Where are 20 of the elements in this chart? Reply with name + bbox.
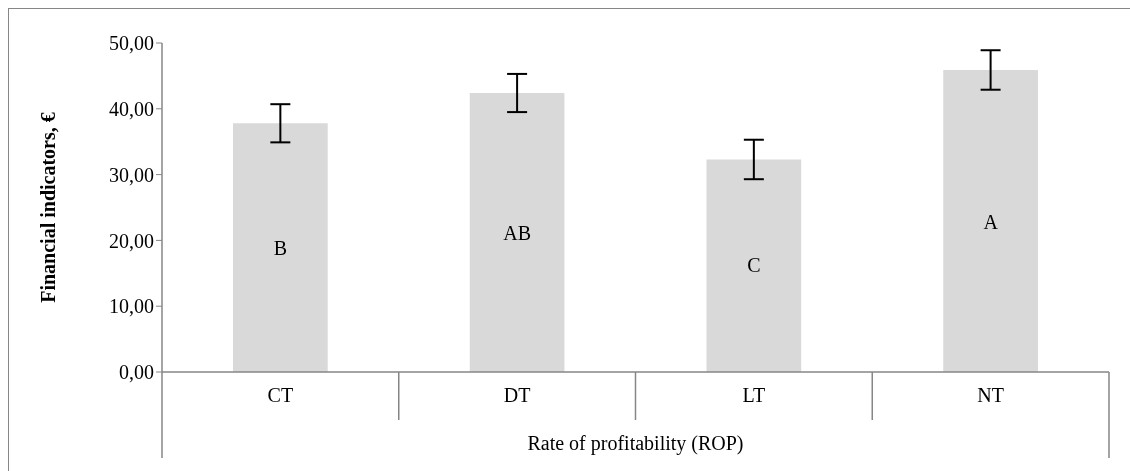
bar (233, 123, 328, 372)
annotation: C (747, 254, 761, 277)
y-tick-label: 10,00 (109, 295, 154, 318)
y-tick-label: 0,00 (119, 361, 154, 384)
bar (943, 69, 1038, 372)
y-tick-label: 40,00 (109, 97, 154, 120)
y-tick-label: 50,00 (109, 32, 154, 55)
x-tick-label: DT (503, 384, 531, 406)
x-tick-label: LT (742, 384, 766, 406)
x-tick-label: CT (267, 384, 294, 406)
annotation: AB (503, 221, 532, 244)
y-tick-label: 20,00 (109, 229, 154, 252)
bar (469, 93, 565, 372)
y-axis-title: Financial indicators, € (36, 112, 59, 303)
y-tick-label: 30,00 (109, 163, 154, 186)
bar (706, 159, 802, 372)
x-axis-title: Rate of profitability (ROP) (527, 432, 744, 455)
x-tick-label: NT (977, 384, 1004, 406)
annotation: B (273, 236, 288, 259)
annotation: A (983, 210, 999, 233)
